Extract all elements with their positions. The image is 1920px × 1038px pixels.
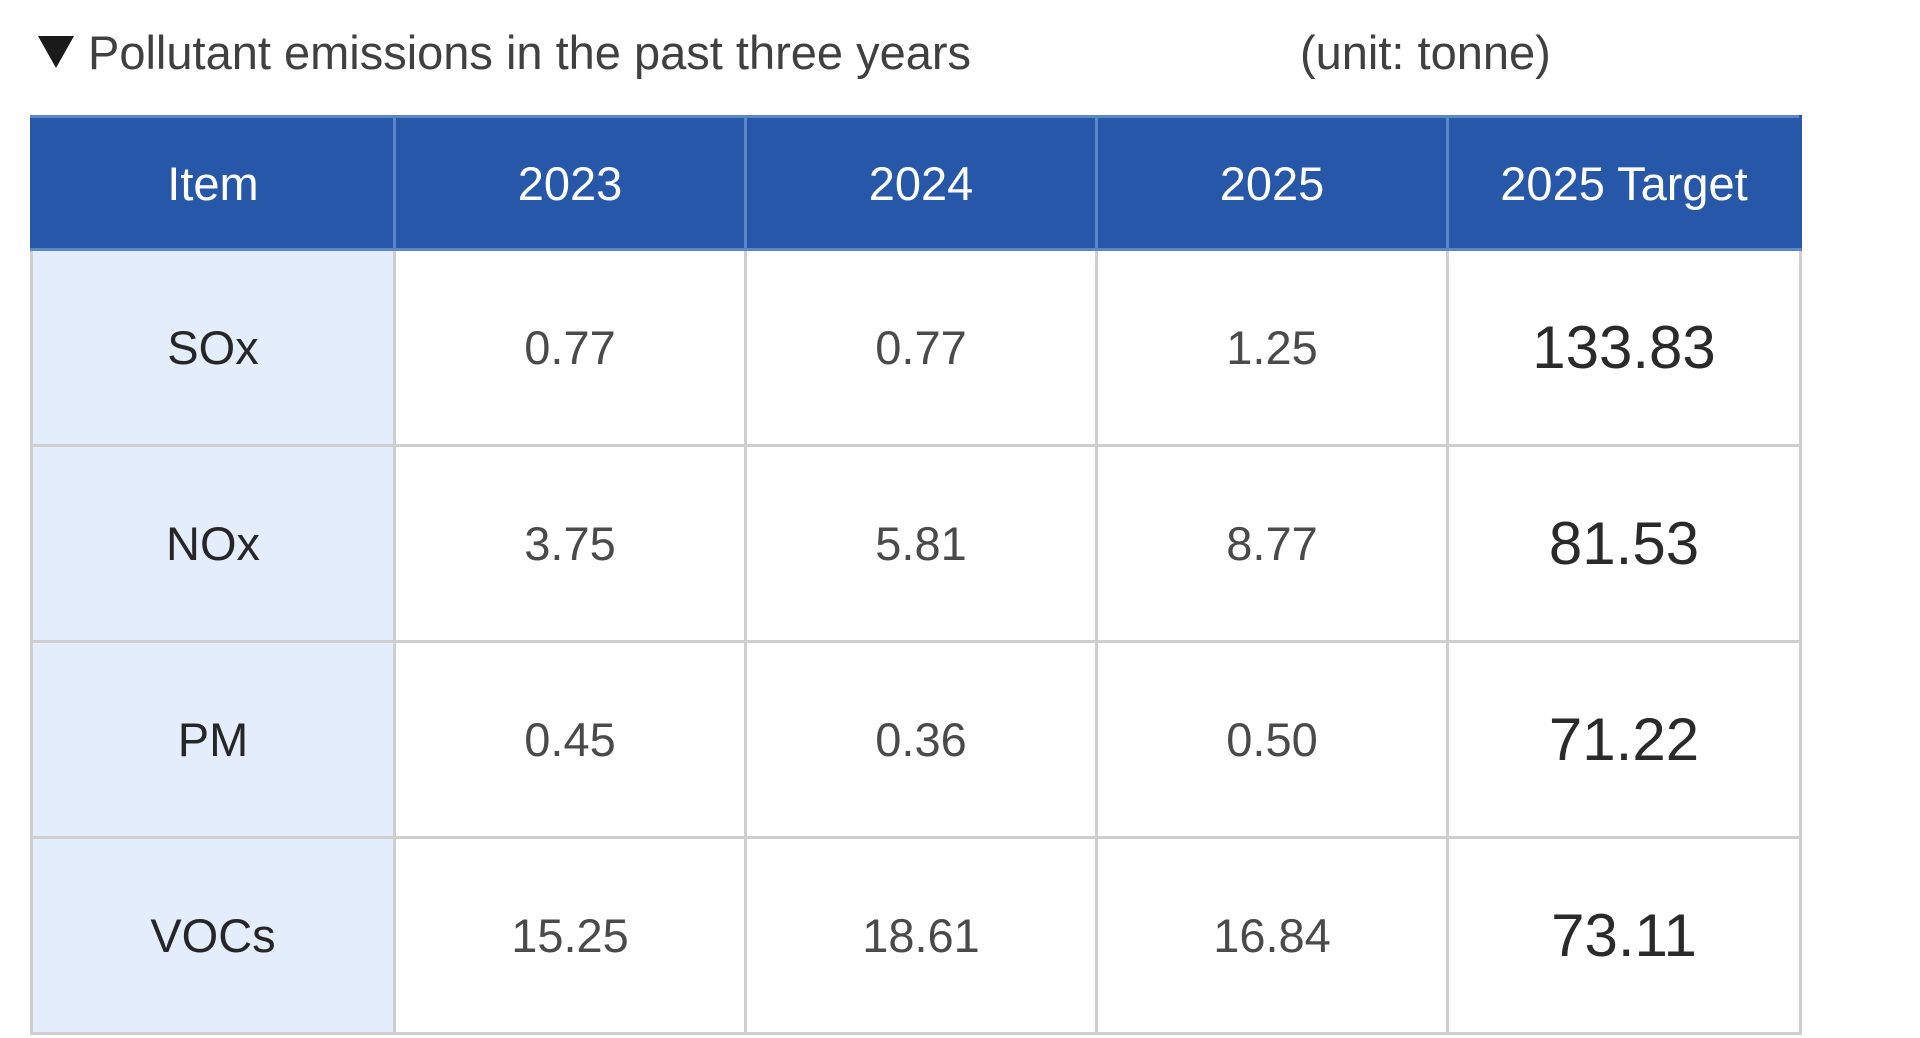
unit-note: (unit: tonne) <box>1300 26 1551 79</box>
table-row: SOx 0.77 0.77 1.25 133.83 <box>30 248 1802 447</box>
row-item-label: PM <box>30 640 396 839</box>
header-2025: 2025 <box>1095 115 1449 251</box>
cell-2025: 8.77 <box>1095 444 1449 643</box>
header-2024: 2024 <box>744 115 1098 251</box>
cell-2025-target: 81.53 <box>1446 444 1802 643</box>
header-2025-target: 2025 Target <box>1446 115 1802 251</box>
cell-2024: 5.81 <box>744 444 1098 643</box>
table-row: PM 0.45 0.36 0.50 71.22 <box>30 640 1802 839</box>
cell-2023: 0.45 <box>393 640 747 839</box>
row-item-label: VOCs <box>30 836 396 1035</box>
cell-2025-target: 73.11 <box>1446 836 1802 1035</box>
cell-2024: 0.77 <box>744 248 1098 447</box>
header-2023: 2023 <box>393 115 747 251</box>
cell-2025: 0.50 <box>1095 640 1449 839</box>
header-item: Item <box>30 115 396 251</box>
table-row: VOCs 15.25 18.61 16.84 73.11 <box>30 836 1802 1035</box>
cell-2023: 3.75 <box>393 444 747 643</box>
cell-2023: 0.77 <box>393 248 747 447</box>
emissions-table: Item 2023 2024 2025 2025 Target SOx 0.77… <box>30 115 1802 1035</box>
cell-2025: 16.84 <box>1095 836 1449 1035</box>
table-row: NOx 3.75 5.81 8.77 81.53 <box>30 444 1802 643</box>
triangle-down-icon <box>38 36 74 68</box>
cell-2025: 1.25 <box>1095 248 1449 447</box>
cell-2024: 18.61 <box>744 836 1098 1035</box>
cell-2023: 15.25 <box>393 836 747 1035</box>
table-caption: Pollutant emissions in the past three ye… <box>38 22 1578 84</box>
table-title: Pollutant emissions in the past three ye… <box>88 26 972 79</box>
row-item-label: SOx <box>30 248 396 447</box>
table-header-row: Item 2023 2024 2025 2025 Target <box>30 115 1802 251</box>
cell-2024: 0.36 <box>744 640 1098 839</box>
cell-2025-target: 71.22 <box>1446 640 1802 839</box>
row-item-label: NOx <box>30 444 396 643</box>
cell-2025-target: 133.83 <box>1446 248 1802 447</box>
